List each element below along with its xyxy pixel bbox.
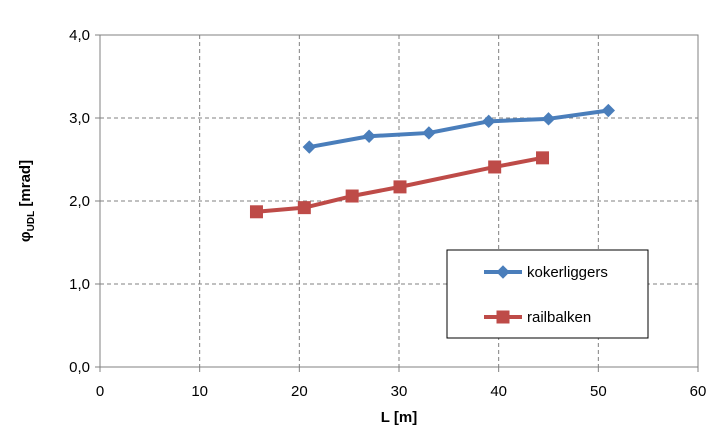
legend-marker-kokerliggers: [496, 265, 510, 279]
legend-item-kokerliggers: kokerliggers: [484, 264, 608, 281]
data-point-kokerliggers: [541, 112, 556, 126]
data-point-kokerliggers: [302, 140, 317, 154]
x-tick-label: 10: [191, 383, 208, 400]
y-tick-label: 1,0: [69, 276, 90, 293]
y-axis-label-unit: [mrad]: [17, 160, 34, 211]
y-axis-label: φUDL [mrad]: [17, 160, 37, 242]
y-tick-label: 3,0: [69, 110, 90, 127]
x-axis-label: L [m]: [381, 409, 417, 426]
series-kokerliggers: [302, 103, 616, 154]
y-axis-label-main: φ: [17, 231, 34, 242]
legend-item-railbalken: railbalken: [484, 309, 591, 326]
series-railbalken: [249, 151, 550, 219]
data-point-railbalken: [488, 160, 502, 174]
data-point-railbalken: [249, 205, 263, 219]
y-tick-label: 4,0: [69, 27, 90, 44]
x-tick-label: 0: [96, 383, 104, 400]
data-point-kokerliggers: [601, 103, 616, 118]
data-point-railbalken: [393, 180, 407, 194]
data-point-railbalken: [536, 151, 550, 165]
legend-label-railbalken: railbalken: [527, 309, 591, 326]
legend: kokerliggers railbalken: [446, 249, 649, 339]
series-line-kokerliggers: [308, 108, 609, 150]
series-line-railbalken: [256, 155, 543, 214]
data-point-kokerliggers: [422, 126, 436, 140]
data-point-railbalken: [345, 189, 359, 203]
x-tick-label: 40: [490, 383, 507, 400]
y-tick-label: 2,0: [69, 193, 90, 210]
y-tick-label: 0,0: [69, 359, 90, 376]
x-tick-label: 20: [291, 383, 308, 400]
legend-marker-railbalken: [496, 310, 510, 324]
x-tick-label: 60: [690, 383, 707, 400]
x-tick-label: 50: [590, 383, 607, 400]
x-tick-label: 30: [391, 383, 408, 400]
data-point-kokerliggers: [481, 114, 496, 129]
data-point-railbalken: [297, 201, 311, 215]
legend-box: [446, 249, 649, 339]
y-axis-label-subscript: UDL: [26, 211, 37, 232]
legend-label-kokerliggers: kokerliggers: [527, 264, 608, 281]
data-series: [249, 103, 616, 219]
data-point-kokerliggers: [362, 129, 376, 143]
axis-ticks: 0,0 1,0 2,0 3,0 4,0 0 10 20 30 40 50 60: [69, 27, 706, 400]
